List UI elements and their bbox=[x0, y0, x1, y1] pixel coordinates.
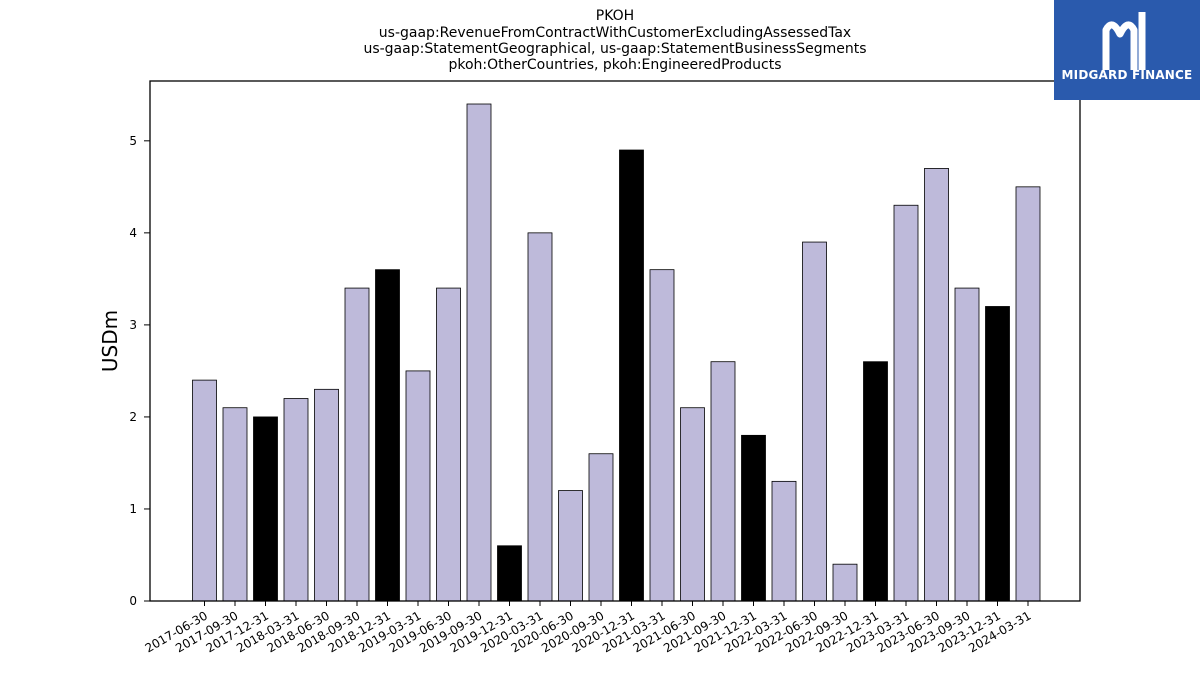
bar-2019-06-30 bbox=[436, 287, 461, 602]
y-tick-label: 1 bbox=[129, 502, 137, 516]
bar-2021-06-30 bbox=[680, 407, 705, 602]
bar-2018-09-30 bbox=[344, 287, 370, 602]
title-line-4: pkoh:OtherCountries, pkoh:EngineeredProd… bbox=[448, 57, 781, 73]
bar-2020-06-30 bbox=[558, 490, 583, 602]
chart-title: PKOH us-gaap:RevenueFromContractWithCust… bbox=[363, 8, 866, 73]
bar-2023-06-30 bbox=[924, 168, 949, 602]
title-line-2: us-gaap:RevenueFromContractWithCustomerE… bbox=[379, 25, 851, 41]
y-tick-label: 5 bbox=[129, 134, 137, 148]
bar-2019-09-30 bbox=[466, 103, 492, 602]
bar-2018-06-30 bbox=[314, 388, 339, 602]
midgard-logo-icon bbox=[1054, 0, 1200, 100]
bar-2020-12-31 bbox=[619, 149, 644, 602]
logo: MIDGARD FINANCE bbox=[1054, 0, 1200, 100]
y-tick-label: 0 bbox=[129, 594, 137, 608]
bar-2024-03-31 bbox=[1015, 186, 1041, 602]
bar-2023-03-31 bbox=[893, 204, 919, 602]
bar-2022-09-30 bbox=[832, 563, 858, 602]
bar-2019-03-31 bbox=[405, 370, 431, 602]
bar-2019-12-31 bbox=[497, 545, 522, 602]
title-line-1: PKOH bbox=[596, 8, 634, 24]
y-tick-label: 2 bbox=[129, 410, 137, 424]
bar-2022-12-31 bbox=[863, 361, 888, 602]
x-axis: 2017-06-302017-09-302017-12-312018-03-31… bbox=[143, 601, 1034, 655]
bar-2017-06-30 bbox=[192, 379, 217, 602]
plot-frame bbox=[149, 80, 1081, 602]
y-tick-label: 3 bbox=[129, 318, 137, 332]
bar-2017-09-30 bbox=[222, 407, 248, 602]
bar-2022-03-31 bbox=[771, 480, 797, 602]
bar-2020-09-30 bbox=[588, 453, 614, 602]
bar-2023-12-31 bbox=[985, 306, 1010, 602]
bar-2022-06-30 bbox=[802, 241, 827, 602]
y-axis-label: USDm bbox=[98, 310, 122, 372]
bar-2023-09-30 bbox=[954, 287, 980, 602]
bar-2020-03-31 bbox=[527, 232, 553, 602]
bar-2018-03-31 bbox=[283, 398, 309, 602]
logo-text: MIDGARD FINANCE bbox=[1061, 68, 1193, 82]
bar-2021-12-31 bbox=[741, 434, 766, 602]
bar-2017-12-31 bbox=[253, 416, 278, 602]
title-line-3: us-gaap:StatementGeographical, us-gaap:S… bbox=[363, 41, 866, 57]
bar-2018-12-31 bbox=[375, 269, 400, 602]
bar-2021-09-30 bbox=[710, 361, 736, 602]
bar-2021-03-31 bbox=[649, 269, 675, 602]
y-axis: 0 1 2 3 4 5 bbox=[129, 134, 150, 608]
y-tick-label: 4 bbox=[129, 226, 137, 240]
bars-group bbox=[192, 103, 1041, 602]
